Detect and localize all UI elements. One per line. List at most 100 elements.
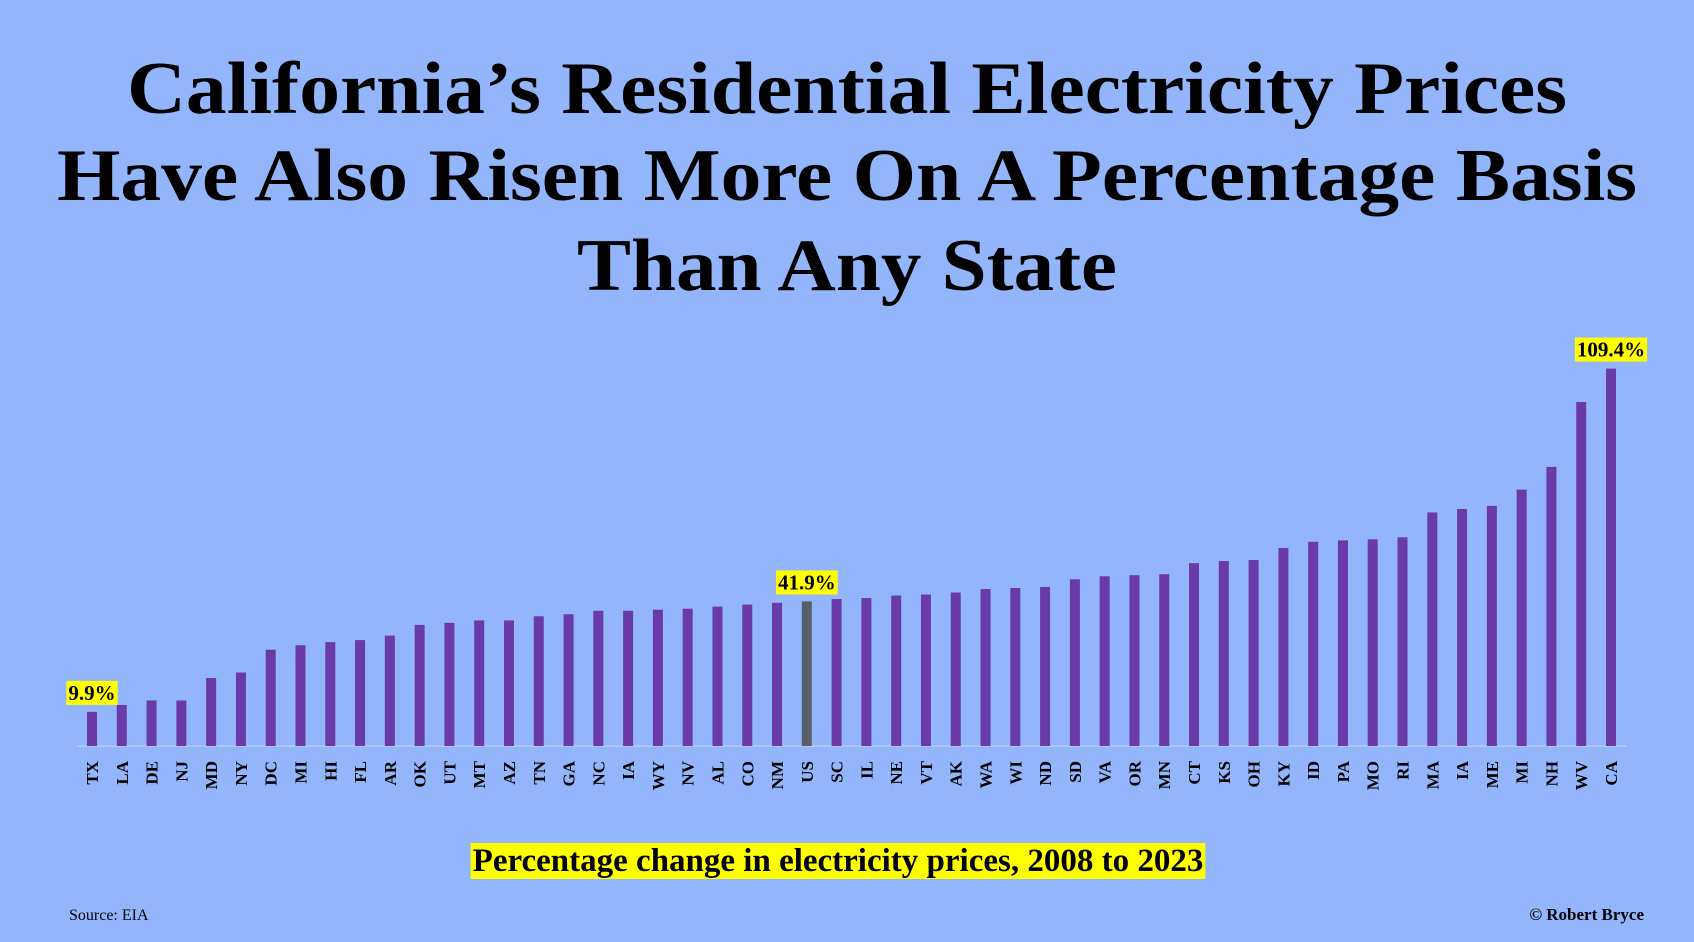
bar [206, 678, 217, 746]
x-tick-label: AZ [500, 761, 519, 785]
bar [325, 642, 336, 746]
x-tick-label: TN [530, 760, 549, 784]
bar [265, 649, 276, 746]
bar [1189, 563, 1200, 746]
value-label: 9.9% [68, 681, 115, 705]
x-tick-label: US [798, 761, 817, 783]
bar [503, 620, 514, 746]
x-tick-label: MN [1155, 760, 1174, 789]
x-tick-label: KS [1215, 761, 1234, 784]
bar [1278, 547, 1289, 746]
x-tick-label: WI [1006, 761, 1025, 785]
bar [146, 700, 157, 746]
x-tick-label: RI [1394, 761, 1413, 780]
bar [1486, 505, 1497, 746]
x-tick-label: VA [1096, 760, 1115, 783]
bar [444, 622, 455, 746]
x-tick-label: NY [232, 761, 251, 786]
bar [801, 601, 812, 746]
value-label-highlight [1574, 337, 1648, 362]
x-tick-label: NE [887, 761, 906, 785]
x-tick-label: NC [589, 761, 608, 786]
bar [1546, 466, 1557, 746]
x-tick-label: OK [411, 760, 430, 787]
bar [384, 635, 395, 746]
x-tick-label: ID [1304, 761, 1323, 780]
bar [712, 606, 723, 746]
subtitle-highlight [470, 843, 1206, 879]
bar [772, 602, 783, 746]
bar [742, 604, 753, 746]
bar [1248, 560, 1259, 746]
source: Source: EIA [69, 907, 149, 924]
x-tick-label: AL [708, 761, 727, 785]
bar [1129, 575, 1140, 746]
x-tick-label: MD [202, 761, 221, 789]
x-tick-label: LA [113, 760, 132, 784]
x-tick-label: GA [560, 760, 579, 786]
bar [1040, 586, 1051, 746]
x-tick-label: SC [828, 761, 847, 783]
chart-title: Have Also Risen More On A Percentage Bas… [57, 135, 1637, 217]
bar [355, 640, 366, 746]
x-tick-label: DC [262, 761, 281, 786]
bar [1457, 508, 1468, 746]
chart-title: California’s Residential Electricity Pri… [127, 48, 1567, 130]
bar [1516, 489, 1527, 746]
x-tick-label: TX [83, 760, 102, 784]
x-tick-label: MA [1423, 760, 1442, 789]
bar [1010, 587, 1021, 746]
value-label-highlight [66, 680, 118, 705]
bar [1367, 539, 1378, 746]
bar [652, 609, 663, 746]
bar [950, 592, 961, 746]
x-tick-label: WV [1572, 760, 1591, 790]
bar [116, 704, 127, 746]
x-tick-label: MT [470, 760, 489, 788]
bar [235, 672, 246, 746]
bar [1397, 537, 1408, 746]
x-tick-label: CO [738, 761, 757, 787]
bar [1427, 512, 1438, 746]
bar [1218, 561, 1229, 746]
x-tick-label: UT [440, 760, 459, 784]
x-tick-label: ME [1483, 761, 1502, 788]
bar [980, 589, 991, 746]
x-tick-label: CT [1185, 760, 1204, 784]
credit: © Robert Bryce [1529, 905, 1644, 924]
bar [861, 597, 872, 746]
x-tick-label: AR [381, 760, 400, 785]
bar [920, 594, 931, 746]
x-tick-label: NH [1542, 761, 1561, 787]
x-tick-label: NV [679, 760, 698, 785]
value-label-highlight [775, 570, 838, 595]
value-label: 109.4% [1577, 338, 1645, 362]
x-tick-label: WA [977, 760, 996, 788]
bar [1576, 402, 1587, 746]
x-tick-label: KY [1274, 761, 1293, 787]
x-tick-label: MI [291, 761, 310, 784]
x-tick-label: ND [1036, 761, 1055, 786]
subtitle: Percentage change in electricity prices,… [473, 843, 1204, 879]
x-tick-label: HI [321, 761, 340, 781]
x-tick-label: DE [143, 761, 162, 785]
x-tick-label: FL [351, 761, 370, 783]
x-tick-label: VT [917, 760, 936, 784]
bar [176, 700, 187, 746]
x-tick-label: AK [947, 760, 966, 786]
x-tick-label: IA [619, 760, 638, 780]
bar [831, 599, 842, 746]
x-tick-label: MO [1364, 761, 1383, 790]
bar [533, 616, 544, 746]
x-tick-label: WY [649, 761, 668, 790]
bar [593, 610, 604, 746]
x-tick-label: CA [1602, 760, 1621, 785]
chart-title: Than Any State [577, 225, 1117, 307]
x-tick-label: IL [857, 761, 876, 779]
x-tick-label: OH [1245, 761, 1264, 787]
value-label: 41.9% [778, 570, 836, 594]
bar [1069, 579, 1080, 746]
